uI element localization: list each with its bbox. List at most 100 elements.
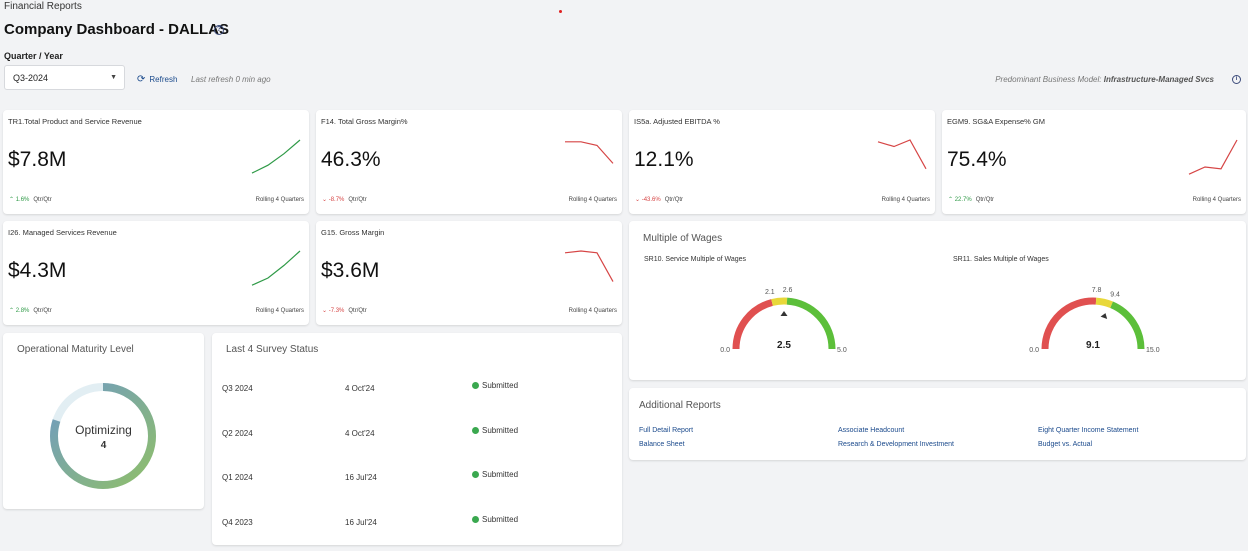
quarter-year-label: Quarter / Year xyxy=(4,51,63,61)
kpi-rolling: Rolling 4 Quarters xyxy=(881,197,930,203)
service-wages-gauge: 2.1 2.6 0.0 5.0 2.5 xyxy=(720,287,847,354)
kpi-period: Qtr/Qtr xyxy=(348,197,367,203)
status-dot xyxy=(559,10,562,13)
survey-status-text: Submitted xyxy=(482,470,519,479)
kpi-period: Qtr/Qtr xyxy=(33,308,52,314)
gauge-min-label: 0.0 xyxy=(720,347,730,354)
kpi-trend: ⌃ 1.6% Qtr/Qtr xyxy=(9,196,52,203)
chevron-down-icon: ▼ xyxy=(110,74,117,81)
business-model-label: Predominant Business Model: xyxy=(995,75,1102,84)
gauge-value: 2.5 xyxy=(777,340,791,351)
gauge-yellow-band xyxy=(1095,297,1113,309)
kpi-card-gross-margin[interactable]: G15. Gross Margin $3.6M ⌄ -7.3% Qtr/Qtr Roll… xyxy=(316,221,622,325)
additional-reports-title: Additional Reports xyxy=(639,400,721,411)
gauge-green-band xyxy=(1110,301,1145,350)
trend-down-icon: ⌄ xyxy=(635,197,641,203)
trend-up-icon: ⌃ xyxy=(948,197,954,203)
kpi-value: 12.1% xyxy=(634,148,694,171)
maturity-donut xyxy=(50,383,156,489)
kpi-rolling: Rolling 4 Quarters xyxy=(568,308,617,314)
kpi-period: Qtr/Qtr xyxy=(975,197,995,203)
sparkline-path xyxy=(877,139,927,170)
kpi-period: Qtr/Qtr xyxy=(348,308,367,314)
gauge-max-label: 15.0 xyxy=(1146,347,1160,354)
link-rnd-investment[interactable]: Research & Development Investment xyxy=(838,441,954,448)
gauge-yellow-band xyxy=(771,297,788,306)
gauge-threshold-label: 9.4 xyxy=(1110,291,1120,298)
quarter-year-value: Q3-2024 xyxy=(13,73,49,83)
sparkline-path xyxy=(564,250,614,282)
gauge-title: SR10. Service Multiple of Wages xyxy=(644,256,747,263)
refresh-button[interactable]: ⟳ Refresh xyxy=(137,74,177,85)
link-balance-sheet[interactable]: Balance Sheet xyxy=(639,441,685,448)
sparkline-path xyxy=(1188,139,1238,175)
kpi-rolling: Rolling 4 Quarters xyxy=(255,308,304,314)
survey-quarter: Q4 2023 xyxy=(222,518,253,527)
kpi-sparkline xyxy=(251,139,301,174)
survey-quarter: Q2 2024 xyxy=(222,429,253,438)
survey-status: Submitted xyxy=(472,381,518,390)
kpi-card-sga-expense[interactable]: EGM9. SG&A Expense% GM 75.4% ⌃ 22.7% Qtr/Qt… xyxy=(942,110,1246,214)
kpi-period: Qtr/Qtr xyxy=(33,197,52,203)
survey-status-text: Submitted xyxy=(482,515,519,524)
trend-down-icon: ⌄ xyxy=(322,308,328,314)
quarter-year-select[interactable]: Q3-2024 ▼ xyxy=(4,65,125,90)
status-dot xyxy=(472,471,479,478)
kpi-change: 2.8% xyxy=(15,308,30,314)
survey-date: 16 Jul'24 xyxy=(345,518,377,527)
page-title: Company Dashboard - DALLAS xyxy=(4,21,230,38)
kpi-value: $4.3M xyxy=(8,259,67,282)
gauge-title: SR11. Sales Multiple of Wages xyxy=(953,256,1049,263)
survey-status-text: Submitted xyxy=(482,426,519,435)
survey-quarter: Q3 2024 xyxy=(222,384,253,393)
info-icon[interactable]: i xyxy=(1232,75,1241,84)
refresh-icon: ⟳ xyxy=(137,74,146,85)
kpi-card-adjusted-ebitda[interactable]: IS5a. Adjusted EBITDA % 12.1% ⌄ -43.6% Qtr/… xyxy=(629,110,935,214)
kpi-value: $7.8M xyxy=(8,148,67,171)
kpi-sparkline xyxy=(565,141,614,164)
survey-date: 16 Jul'24 xyxy=(345,473,377,482)
kpi-sparkline xyxy=(1188,139,1238,175)
kpi-change: 1.6% xyxy=(15,197,30,203)
survey-status: Submitted xyxy=(472,470,518,479)
gauge-red-band xyxy=(1041,297,1097,350)
status-dot xyxy=(472,427,479,434)
link-full-detail-report[interactable]: Full Detail Report xyxy=(639,427,694,434)
gauge-value: 9.1 xyxy=(1086,340,1100,351)
kpi-title: EGM9. SG&A Expense% GM xyxy=(947,117,1045,126)
breadcrumb[interactable]: Financial Reports xyxy=(4,1,82,12)
status-dot xyxy=(472,382,479,389)
survey-status-text: Submitted xyxy=(482,381,519,390)
kpi-sparkline xyxy=(564,250,614,282)
survey-date: 4 Oct'24 xyxy=(345,384,375,393)
link-associate-headcount[interactable]: Associate Headcount xyxy=(838,427,905,434)
kpi-trend: ⌃ 22.7% Qtr/Qtr xyxy=(948,196,994,203)
kpi-title: G15. Gross Margin xyxy=(321,228,385,237)
survey-status-title: Last 4 Survey Status xyxy=(226,344,319,355)
gauge-min-label: 0.0 xyxy=(1029,347,1039,354)
gauge-red-band xyxy=(732,299,774,350)
last-refresh-text: Last refresh 0 min ago xyxy=(191,75,271,84)
maturity-label: Optimizing xyxy=(75,423,132,437)
help-icon[interactable]: ? xyxy=(214,25,224,35)
multiple-of-wages-title: Multiple of Wages xyxy=(643,233,723,244)
kpi-card-gross-margin-pct[interactable]: F14. Total Gross Margin% 46.3% ⌄ -8.7% Qtr/… xyxy=(316,110,622,214)
link-budget-vs-actual[interactable]: Budget vs. Actual xyxy=(1038,441,1093,448)
gauge-green-band xyxy=(786,297,836,350)
kpi-title: F14. Total Gross Margin% xyxy=(321,117,408,126)
kpi-change: 22.7% xyxy=(954,197,972,203)
kpi-card-managed-services[interactable]: I26. Managed Services Revenue $4.3M ⌃ 2.8%… xyxy=(3,221,309,325)
survey-status: Submitted xyxy=(472,515,518,524)
sparkline-path xyxy=(251,250,301,286)
link-eight-quarter-income[interactable]: Eight Quarter Income Statement xyxy=(1038,427,1139,434)
gauge-pointer xyxy=(780,311,788,316)
kpi-card-total-revenue[interactable]: TR1.Total Product and Service Revenue $7.… xyxy=(3,110,309,214)
kpi-value: $3.6M xyxy=(321,259,380,282)
donut-progress xyxy=(50,383,156,489)
kpi-title: I26. Managed Services Revenue xyxy=(8,228,117,237)
survey-quarter: Q1 2024 xyxy=(222,473,253,482)
status-dot xyxy=(472,516,479,523)
gauge-pointer xyxy=(1100,313,1108,319)
multiple-of-wages-card: Multiple of Wages SR10. Service Multiple… xyxy=(629,221,1246,380)
kpi-period: Qtr/Qtr xyxy=(664,197,684,203)
